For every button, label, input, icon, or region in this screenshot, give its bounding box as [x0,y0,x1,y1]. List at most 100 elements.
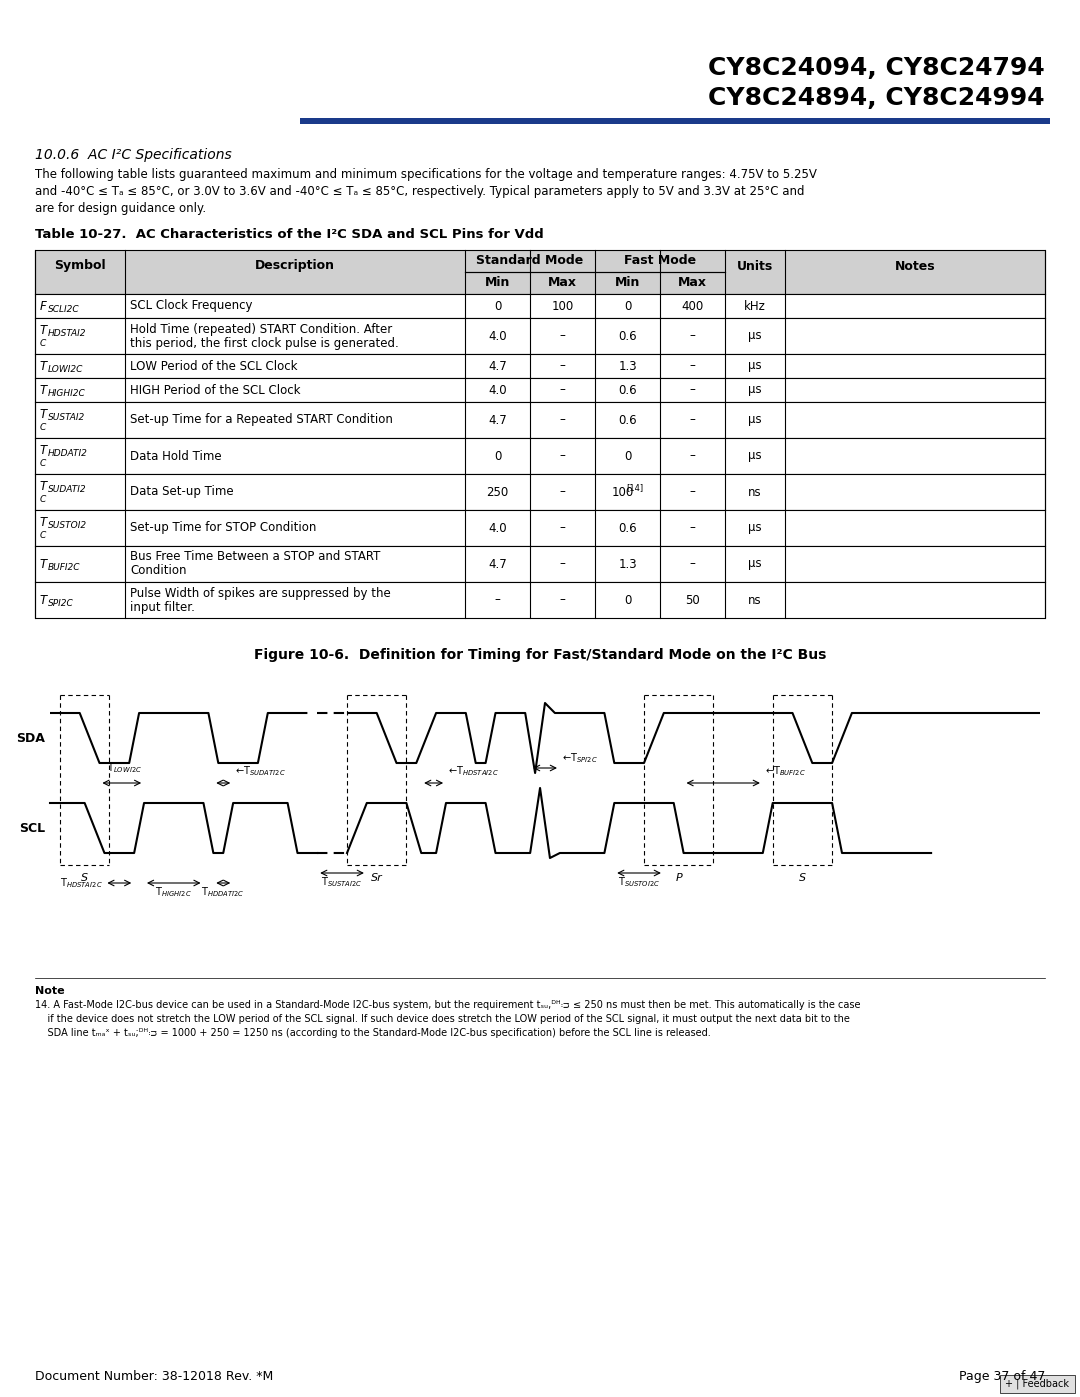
Text: –: – [689,384,696,397]
Text: input filter.: input filter. [130,601,194,613]
Text: ←T$_{HDSTAI2C}$: ←T$_{HDSTAI2C}$ [448,764,499,778]
Bar [35,379,1045,402]
Text: Min: Min [485,277,510,289]
Text: Pulse Width of spikes are suppressed by the: Pulse Width of spikes are suppressed by … [130,587,391,599]
Text: T: T [40,408,48,420]
Text: –: – [689,557,696,570]
Text: μs: μs [748,384,761,397]
Text: Note: Note [35,986,65,996]
Text: T$_{LOWI2C}$: T$_{LOWI2C}$ [107,761,143,775]
Text: 4.0: 4.0 [488,384,507,397]
Text: BUFI2C: BUFI2C [48,563,81,571]
Bar [35,319,1045,353]
Text: HDSTAI2: HDSTAI2 [48,328,86,338]
Text: 0: 0 [624,594,631,606]
Text: T: T [40,557,48,570]
Text: SUDATI2: SUDATI2 [48,485,86,493]
Bar [35,402,1045,439]
Text: 0.6: 0.6 [618,414,637,426]
Text: The following table lists guaranteed maximum and minimum specifications for the : The following table lists guaranteed max… [35,168,816,182]
Text: T$_{HDDATI2C}$: T$_{HDDATI2C}$ [202,886,245,898]
Text: SUSTOI2: SUSTOI2 [48,521,87,529]
Text: Figure 10-6.  Definition for Timing for Fast/Standard Mode on the I²C Bus: Figure 10-6. Definition for Timing for F… [254,648,826,662]
Text: μs: μs [748,414,761,426]
Text: Page 37 of 47: Page 37 of 47 [959,1370,1045,1383]
Text: ←T$_{SUDATI2C}$: ←T$_{SUDATI2C}$ [235,764,286,778]
Text: –: – [689,414,696,426]
Text: T$_{SUSTOI2C}$: T$_{SUSTOI2C}$ [618,875,660,888]
Text: T: T [40,443,48,457]
Text: C: C [40,460,46,468]
Text: 0.6: 0.6 [618,330,637,342]
Text: Condition: Condition [130,564,187,577]
Text: HDDATI2: HDDATI2 [48,448,87,457]
Bar [35,510,1045,546]
Text: Set-up Time for STOP Condition: Set-up Time for STOP Condition [130,521,316,535]
Text: Standard Mode: Standard Mode [476,254,583,267]
Text: and -40°C ≤ Tₐ ≤ 85°C, or 3.0V to 3.6V and -40°C ≤ Tₐ ≤ 85°C, respectively. Typi: and -40°C ≤ Tₐ ≤ 85°C, or 3.0V to 3.6V a… [35,184,805,198]
Text: HIGH Period of the SCL Clock: HIGH Period of the SCL Clock [130,384,300,397]
Text: –: – [559,486,566,499]
Text: Sr: Sr [370,873,382,883]
Text: LOW Period of the SCL Clock: LOW Period of the SCL Clock [130,359,297,373]
Text: S: S [799,873,806,883]
Text: are for design guidance only.: are for design guidance only. [35,203,206,215]
Text: –: – [559,521,566,535]
Text: 1.3: 1.3 [618,557,637,570]
Text: Table 10-27.  AC Characteristics of the I²C SDA and SCL Pins for Vdd: Table 10-27. AC Characteristics of the I… [35,228,543,242]
Text: 0.6: 0.6 [618,521,637,535]
Text: SDA line tₘₐˣ + tₛᵤ;ᴰᴴᴞ = 1000 + 250 = 1250 ns (according to the Standard-Mode I: SDA line tₘₐˣ + tₛᵤ;ᴰᴴᴞ = 1000 + 250 = 1… [35,1028,711,1038]
Text: C: C [40,339,46,348]
Text: –: – [559,359,566,373]
Text: 0: 0 [494,450,501,462]
Text: Fast Mode: Fast Mode [624,254,697,267]
Text: Set-up Time for a Repeated START Condition: Set-up Time for a Repeated START Conditi… [130,414,393,426]
Text: T: T [40,359,48,373]
Text: T: T [40,384,48,397]
Text: Min: Min [615,277,640,289]
Text: 4.7: 4.7 [488,414,507,426]
Text: Notes: Notes [894,260,935,272]
Text: P: P [675,873,683,883]
Text: SPI2C: SPI2C [48,598,73,608]
Text: –: – [689,330,696,342]
Text: this period, the first clock pulse is generated.: this period, the first clock pulse is ge… [130,337,399,349]
Text: S: S [81,873,89,883]
Text: –: – [559,450,566,462]
Text: Max: Max [678,277,707,289]
Text: ns: ns [748,594,761,606]
Text: Bus Free Time Between a STOP and START: Bus Free Time Between a STOP and START [130,550,380,563]
Text: CY8C24894, CY8C24994: CY8C24894, CY8C24994 [708,87,1045,110]
Text: 14. A Fast-Mode I2C-bus device can be used in a Standard-Mode I2C-bus system, bu: 14. A Fast-Mode I2C-bus device can be us… [35,1000,861,1010]
Text: kHz: kHz [744,299,766,313]
Text: T: T [40,515,48,528]
Text: if the device does not stretch the LOW period of the SCL signal. If such device : if the device does not stretch the LOW p… [35,1014,850,1024]
Text: Symbol: Symbol [54,260,106,272]
Text: ←T$_{SPI2C}$: ←T$_{SPI2C}$ [562,752,597,766]
Text: SCL: SCL [18,821,45,834]
Text: 400: 400 [681,299,704,313]
Bar [35,353,1045,379]
Text: + | Feedback: + | Feedback [1005,1379,1069,1389]
Text: LOWI2C: LOWI2C [48,365,83,373]
Text: –: – [559,330,566,342]
Text: –: – [559,594,566,606]
Bar [1000,1375,1075,1393]
Text: Units: Units [737,260,773,272]
Text: 4.7: 4.7 [488,557,507,570]
Text: ←T$_{BUFI2C}$: ←T$_{BUFI2C}$ [765,764,806,778]
Text: μs: μs [748,450,761,462]
Text: Data Set-up Time: Data Set-up Time [130,486,233,499]
Text: CY8C24094, CY8C24794: CY8C24094, CY8C24794 [708,56,1045,80]
Bar [35,250,1045,293]
Text: SUSTAI2: SUSTAI2 [48,412,85,422]
Text: –: – [495,594,500,606]
Text: SDA: SDA [16,732,45,745]
Text: μs: μs [748,521,761,535]
Text: –: – [559,414,566,426]
Text: 0: 0 [624,299,631,313]
Text: –: – [689,450,696,462]
Bar [35,474,1045,510]
Text: ns: ns [748,486,761,499]
Text: 4.0: 4.0 [488,521,507,535]
